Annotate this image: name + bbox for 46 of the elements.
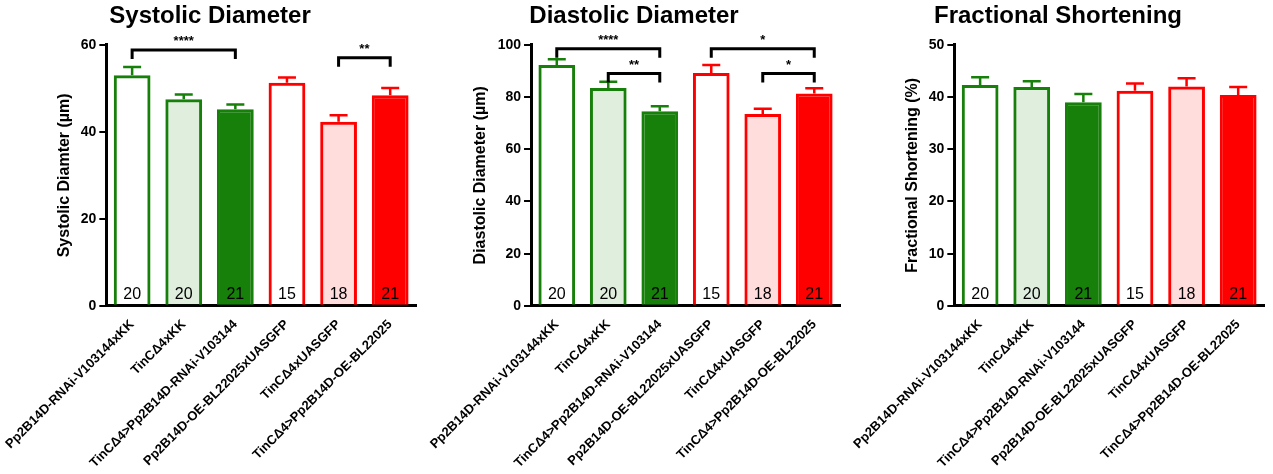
annotation: 20 (1022, 285, 1041, 303)
y-axis-title: Diastolic Diameter (µm) (471, 86, 489, 265)
annotation: 21 (226, 285, 245, 303)
annotation: 21 (1229, 285, 1248, 303)
annotation: 21 (1074, 285, 1093, 303)
annotation: 18 (753, 285, 772, 303)
annotation: 20 (547, 285, 566, 303)
annotation: **** (173, 33, 195, 49)
annotation: 15 (702, 285, 721, 303)
chart-title: Fractional Shortening (933, 1, 1183, 29)
y-tick-label: 100 (497, 35, 522, 52)
annotation: * (760, 31, 767, 47)
y-tick-label: 10 (928, 244, 945, 261)
annotation: ** (628, 56, 641, 72)
annotation: * (785, 56, 792, 72)
chart-title: Systolic Diameter (109, 1, 311, 29)
annotation: 21 (381, 285, 400, 303)
y-tick-label: 0 (88, 296, 97, 313)
y-tick-label: 40 (928, 87, 945, 104)
y-tick-label: 0 (513, 296, 522, 313)
y-tick-label: 30 (928, 140, 945, 157)
y-tick-label: 50 (928, 35, 945, 52)
y-tick-label: 40 (80, 122, 97, 139)
y-tick-label: 20 (505, 244, 522, 261)
annotation: 20 (599, 285, 618, 303)
annotation: 20 (123, 285, 142, 303)
y-tick-label: 0 (936, 296, 945, 313)
annotation: 20 (174, 285, 193, 303)
y-tick-label: 20 (928, 192, 945, 209)
y-tick-label: 80 (505, 87, 522, 104)
annotation: 18 (329, 285, 348, 303)
annotation: 18 (1177, 285, 1196, 303)
annotation: **** (598, 31, 620, 47)
annotation: 15 (278, 285, 296, 303)
y-axis-title: Fractional Shortening (%) (902, 78, 920, 273)
annotation: 21 (650, 285, 669, 303)
annotation: 21 (805, 285, 824, 303)
y-tick-label: 40 (505, 192, 522, 209)
annotation: 20 (971, 285, 990, 303)
y-tick-label: 60 (80, 35, 97, 52)
chart-title: Diastolic Diameter (529, 1, 739, 29)
y-axis-title: Systolic Diamter (µm) (54, 93, 72, 258)
annotation: ** (359, 40, 371, 56)
y-tick-label: 20 (80, 209, 97, 226)
annotation: 15 (1126, 285, 1144, 303)
y-tick-label: 60 (505, 140, 522, 157)
